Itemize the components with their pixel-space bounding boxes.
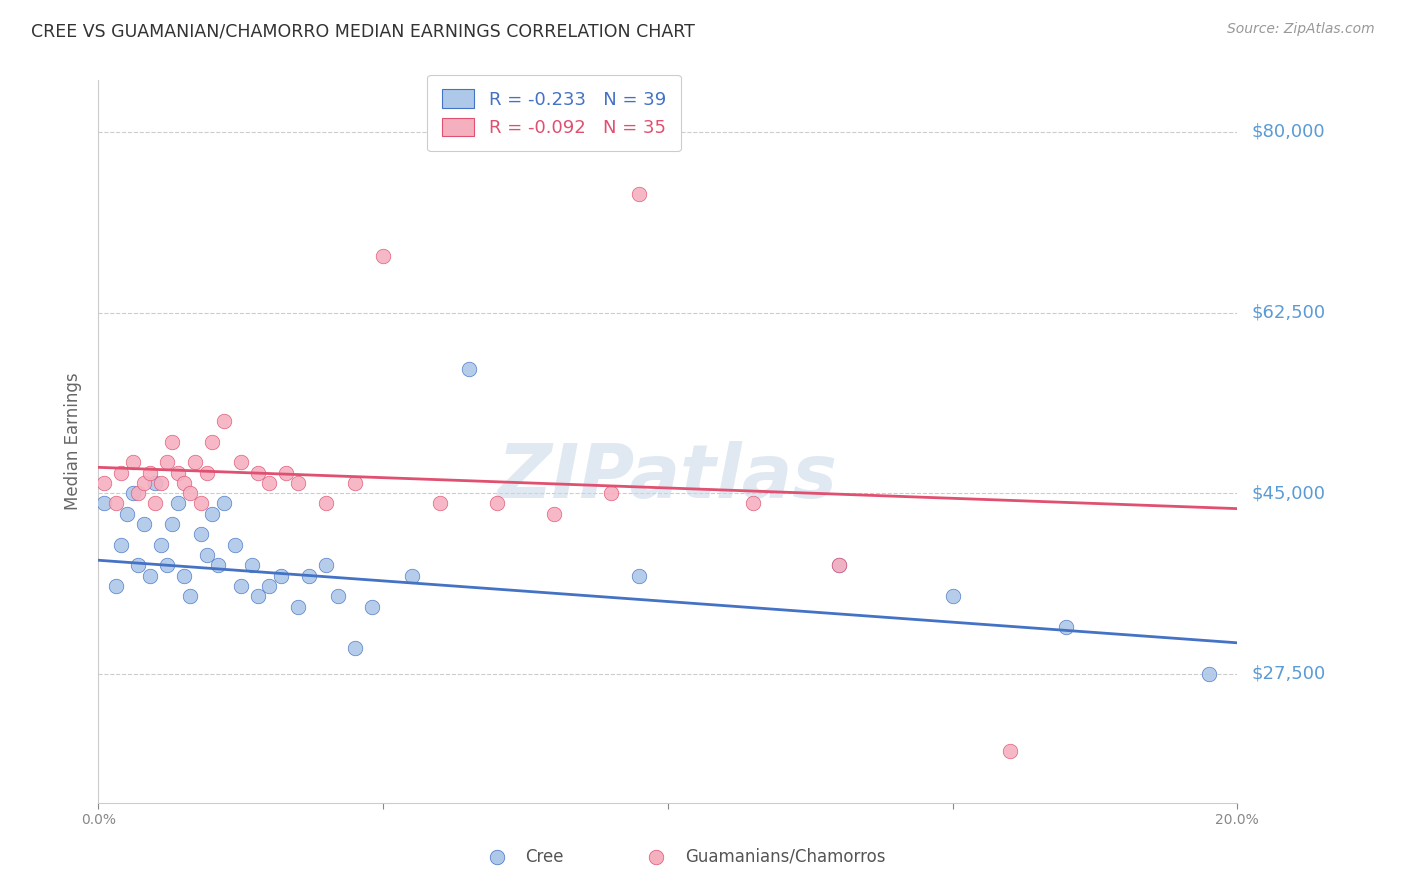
Point [145,496,167,510]
Point [543,507,565,521]
Point [373,249,395,263]
Point [138,466,160,480]
Point [628,186,651,201]
Point [486,496,509,510]
Point [150,475,173,490]
Point [942,590,965,604]
Point [195,548,218,562]
Point [167,466,190,480]
Text: Guamanians/Chamorros: Guamanians/Chamorros [685,848,886,866]
Point [429,496,451,510]
Point [287,475,309,490]
Point [127,486,149,500]
Point [110,466,132,480]
Point [240,558,263,573]
Point [628,568,651,582]
Point [742,496,765,510]
Point [229,455,252,469]
Point [145,475,167,490]
Point [179,486,201,500]
Point [212,414,235,428]
Point [326,590,349,604]
Point [270,568,292,582]
Text: CREE VS GUAMANIAN/CHAMORRO MEDIAN EARNINGS CORRELATION CHART: CREE VS GUAMANIAN/CHAMORRO MEDIAN EARNIN… [31,22,695,40]
Text: Source: ZipAtlas.com: Source: ZipAtlas.com [1227,22,1375,37]
Point [600,486,623,500]
Point [224,538,246,552]
Text: $45,000: $45,000 [1251,484,1326,502]
Point [1198,666,1220,681]
Point [298,568,321,582]
Point [229,579,252,593]
Point [93,496,115,510]
Point [110,538,132,552]
Point [104,496,127,510]
Point [150,538,173,552]
Point [115,507,138,521]
Text: ZIPatlas: ZIPatlas [498,442,838,514]
Point [343,640,366,655]
Point [212,496,235,510]
Point [121,455,143,469]
Point [207,558,229,573]
Point [104,579,127,593]
Point [246,590,269,604]
Point [138,568,160,582]
Point [998,744,1021,758]
Point [259,579,281,593]
Point [162,517,184,532]
Point [276,466,298,480]
Point [343,475,366,490]
Legend: R = -0.233   N = 39, R = -0.092   N = 35: R = -0.233 N = 39, R = -0.092 N = 35 [427,75,681,152]
Point [287,599,309,614]
Text: Cree: Cree [526,848,564,866]
Point [156,455,179,469]
Point [828,558,851,573]
Point [315,496,337,510]
Point [201,434,224,449]
Point [132,517,155,532]
Point [190,496,212,510]
Point [201,507,224,521]
Point [184,455,207,469]
Point [246,466,269,480]
Point [360,599,382,614]
Point [179,590,201,604]
Point [156,558,179,573]
Point [1056,620,1078,634]
Point [132,475,155,490]
Text: $62,500: $62,500 [1251,303,1326,321]
Point [457,362,479,376]
Point [93,475,115,490]
Text: $80,000: $80,000 [1251,123,1324,141]
Y-axis label: Median Earnings: Median Earnings [65,373,83,510]
Point [259,475,281,490]
Point [173,568,195,582]
Point [195,466,218,480]
Point [121,486,143,500]
Text: $27,500: $27,500 [1251,665,1326,682]
Point [828,558,851,573]
Point [401,568,423,582]
Point [162,434,184,449]
Point [315,558,337,573]
Point [127,558,149,573]
Point [190,527,212,541]
Point [167,496,190,510]
Point [173,475,195,490]
